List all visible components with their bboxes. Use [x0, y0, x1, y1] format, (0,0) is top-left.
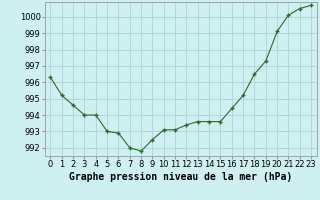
X-axis label: Graphe pression niveau de la mer (hPa): Graphe pression niveau de la mer (hPa) [69, 172, 292, 182]
